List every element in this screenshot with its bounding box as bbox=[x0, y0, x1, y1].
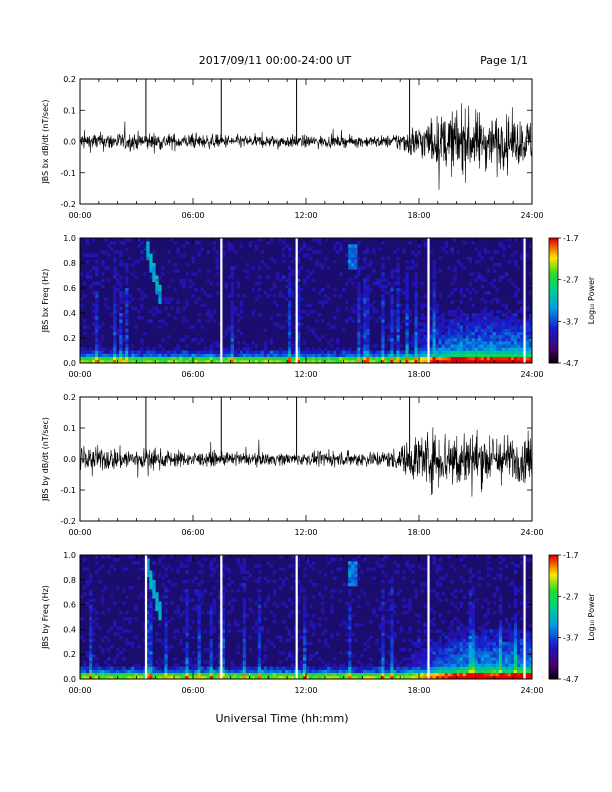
colorbar: -1.7 -2.7 -3.7 -4.7 Log₁₀ Power bbox=[548, 551, 596, 684]
panels: 00:00 06:00 12:00 18:00 24:00 0.2 0.1 0.0 -0.1 -0… bbox=[41, 75, 596, 695]
x-tick-label: 18:00 bbox=[407, 686, 430, 695]
data-gap-1 bbox=[220, 238, 223, 363]
colorbar-tick-label: -4.7 bbox=[563, 359, 579, 368]
colorbar-tick-label: -3.7 bbox=[563, 634, 579, 643]
y-tick-label: -0.2 bbox=[60, 200, 76, 209]
page-indicator: Page 1/1 bbox=[480, 54, 528, 67]
colorbar-tick-label: -4.7 bbox=[563, 675, 579, 684]
colorbar-tick-label: -2.7 bbox=[563, 592, 579, 601]
x-tick-label: 06:00 bbox=[181, 686, 204, 695]
y-tick-label: -0.1 bbox=[60, 486, 76, 495]
y-tick-label: 0.8 bbox=[63, 576, 76, 585]
colorbar-tick-label: -2.7 bbox=[563, 276, 579, 285]
colorbar-label: Log₁₀ Power bbox=[587, 593, 596, 641]
y-tick-label: 0.2 bbox=[63, 75, 76, 84]
y-tick-label: 0.2 bbox=[63, 334, 76, 343]
y-tick-label: 0.0 bbox=[63, 675, 76, 684]
x-tick-label: 06:00 bbox=[181, 211, 204, 220]
y-tick-label: 0.2 bbox=[63, 393, 76, 402]
y-axis-label: JBS by Freq (Hz) bbox=[41, 585, 50, 650]
y-tick-label: 0.2 bbox=[63, 650, 76, 659]
y-tick-label: 1.0 bbox=[63, 551, 76, 560]
data-gap-4 bbox=[427, 555, 430, 679]
panel-4: -1.7 -2.7 -3.7 -4.7 Log₁₀ Power 00:00 06:00 12:… bbox=[41, 551, 596, 695]
data-gap-3 bbox=[427, 238, 430, 363]
y-tick-label: 0.6 bbox=[63, 601, 76, 610]
y-tick-label: 0.1 bbox=[63, 424, 76, 433]
x-tick-label: 00:00 bbox=[68, 528, 91, 537]
spectrogram-cells bbox=[80, 555, 533, 680]
data-gap-2 bbox=[295, 238, 298, 363]
x-tick-label: 24:00 bbox=[520, 370, 543, 379]
y-tick-label: 0.4 bbox=[63, 625, 76, 634]
y-tick-label: -0.2 bbox=[60, 517, 76, 526]
x-tick-label: 00:00 bbox=[68, 211, 91, 220]
panel-2: -1.7 -2.7 -3.7 -4.7 Log₁₀ Power 00:00 06:00 12:… bbox=[41, 234, 596, 379]
y-tick-label: 0.8 bbox=[63, 259, 76, 268]
colorbar-tick-label: -1.7 bbox=[563, 551, 579, 560]
y-tick-label: 0.1 bbox=[63, 106, 76, 115]
y-tick-label: 0.0 bbox=[63, 138, 76, 147]
colorbar-label: Log₁₀ Power bbox=[587, 276, 596, 324]
data-gap-5 bbox=[523, 555, 526, 679]
panel-3: 00:00 06:00 12:00 18:00 24:00 0.2 0.1 0.0 -0.1 -0… bbox=[41, 393, 544, 537]
x-tick-label: 00:00 bbox=[68, 686, 91, 695]
data-gap-4 bbox=[523, 238, 526, 363]
waveform-trace bbox=[79, 103, 533, 190]
data-gap-3 bbox=[295, 555, 298, 679]
x-tick-label: 24:00 bbox=[520, 211, 543, 220]
colorbar-tick-label: -1.7 bbox=[563, 234, 579, 243]
x-tick-label: 12:00 bbox=[294, 686, 317, 695]
x-tick-label: 12:00 bbox=[294, 528, 317, 537]
x-tick-label: 00:00 bbox=[68, 370, 91, 379]
y-tick-label: 0.0 bbox=[63, 359, 76, 368]
y-tick-label: 0.4 bbox=[63, 309, 76, 318]
y-axis-label: JBS by dB/dt (nT/sec) bbox=[41, 417, 50, 502]
x-tick-label: 12:00 bbox=[294, 370, 317, 379]
x-tick-label: 24:00 bbox=[520, 528, 543, 537]
x-tick-label: 06:00 bbox=[181, 528, 204, 537]
x-tick-label: 18:00 bbox=[407, 211, 430, 220]
y-axis-label: JBS bx Freq (Hz) bbox=[41, 269, 50, 334]
x-tick-label: 12:00 bbox=[294, 211, 317, 220]
colorbar-tick-label: -3.7 bbox=[563, 317, 579, 326]
colorbar: -1.7 -2.7 -3.7 -4.7 Log₁₀ Power bbox=[548, 234, 596, 368]
y-tick-label: 1.0 bbox=[63, 234, 76, 243]
waveform-trace bbox=[79, 427, 533, 497]
figure-title: 2017/09/11 00:00-24:00 UT bbox=[199, 54, 352, 67]
data-gap-1 bbox=[144, 555, 148, 679]
y-tick-label: -0.1 bbox=[60, 169, 76, 178]
y-tick-label: 0.0 bbox=[63, 455, 76, 464]
x-tick-label: 18:00 bbox=[407, 528, 430, 537]
y-axis-label: JBS bx dB/dt (nT/sec) bbox=[41, 99, 50, 184]
data-gap-2 bbox=[220, 555, 223, 679]
x-tick-label: 24:00 bbox=[520, 686, 543, 695]
panel-1: 00:00 06:00 12:00 18:00 24:00 0.2 0.1 0.0 -0.1 -0… bbox=[41, 75, 544, 220]
y-tick-label: 0.6 bbox=[63, 284, 76, 293]
x-tick-label: 06:00 bbox=[181, 370, 204, 379]
x-tick-label: 18:00 bbox=[407, 370, 430, 379]
x-axis-title: Universal Time (hh:mm) bbox=[216, 712, 349, 725]
